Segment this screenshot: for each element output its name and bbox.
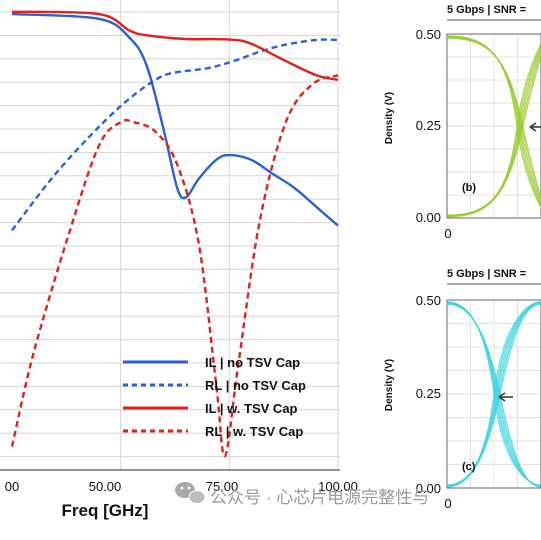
watermark-text: 公众号 · 心芯片电源完整性与	[210, 488, 429, 507]
eye-grid	[447, 300, 541, 488]
y-tick-label: 0.00	[416, 481, 441, 496]
y-tick-label: 0.50	[416, 27, 441, 42]
series-line-2	[11, 38, 339, 232]
sparam-series	[10, 10, 339, 458]
eye-y-axis-label: Density (V)	[384, 92, 395, 144]
series-line-4	[10, 74, 339, 458]
eye-diagram-b: 5 Gbps | SNR = 0.50 0.25 0.00 0 Density …	[384, 4, 541, 241]
eye-traces	[446, 35, 541, 218]
legend-label: RL | w. TSV Cap	[205, 424, 303, 439]
x-tick-label: 50.00	[89, 479, 122, 494]
sparam-chart: 00 50.00 75.00 100.00 Freq [GHz] IL | no…	[0, 0, 358, 520]
eye-panel-label: (b)	[462, 182, 476, 194]
eye-arrow	[529, 122, 541, 132]
watermark: 公众号 · 心芯片电源完整性与	[175, 482, 429, 507]
legend-label: IL | w. TSV Cap	[205, 401, 298, 416]
eye-trace	[446, 38, 541, 218]
eye-trace	[446, 303, 541, 488]
x-tick-label: 100.00	[318, 479, 358, 494]
eye-frame	[446, 299, 541, 489]
sparam-grid	[0, 0, 340, 470]
x-axis-label: Freq [GHz]	[62, 501, 149, 520]
y-tick-label: 0.50	[416, 293, 441, 308]
legend-label: IL | no TSV Cap	[205, 355, 300, 370]
series-line-1	[11, 12, 339, 227]
x-tick-label: 0	[444, 496, 451, 511]
eye-y-axis-label: Density (V)	[384, 359, 395, 411]
eye-title: 5 Gbps | SNR =	[447, 4, 526, 16]
sparam-x-ticks: 00 50.00 75.00 100.00	[5, 479, 358, 494]
series-line-3	[11, 10, 339, 82]
y-tick-label: 0.00	[416, 210, 441, 225]
eye-title: 5 Gbps | SNR =	[447, 268, 526, 280]
eye-arrow	[498, 392, 513, 402]
y-tick-label: 0.25	[416, 118, 441, 133]
legend-label: RL | no TSV Cap	[205, 378, 306, 393]
eye-diagram-c: 5 Gbps | SNR = 0.50 0.25 0.00 0 Density …	[384, 268, 541, 511]
x-tick-label: 00	[5, 479, 19, 494]
eye-frame	[446, 33, 541, 219]
eye-traces	[446, 301, 541, 488]
wechat-icon	[175, 482, 206, 504]
sparam-legend: IL | no TSV Cap RL | no TSV Cap IL | w. …	[123, 355, 306, 439]
x-tick-label: 75.00	[206, 479, 239, 494]
eye-panel-label: (c)	[462, 461, 476, 473]
x-tick-label: 0	[444, 226, 451, 241]
y-tick-label: 0.25	[416, 386, 441, 401]
